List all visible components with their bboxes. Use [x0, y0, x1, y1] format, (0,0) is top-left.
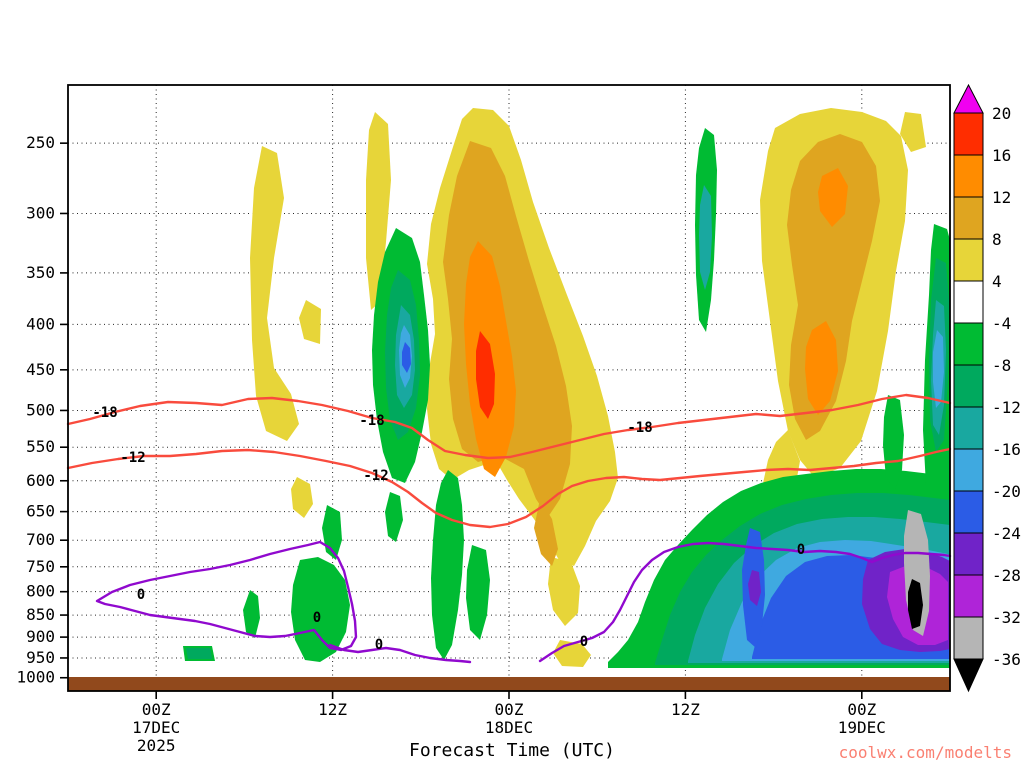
colorbar-tick-label: -28 [992, 566, 1021, 585]
time-tick-label: 12Z [318, 700, 347, 719]
contour-label: 0 [797, 542, 805, 558]
shaded-region-n4_8 [291, 557, 350, 662]
colorbar-tick-label: -12 [992, 398, 1021, 417]
time-tick-label: 2025 [137, 736, 176, 755]
contour-freezing-level-right [538, 541, 952, 663]
shaded-region-n4_8 [431, 470, 464, 660]
shaded-region-n4_8 [883, 395, 904, 489]
pressure-tick-label: 250 [26, 133, 55, 152]
pressure-tick-label: 500 [26, 400, 55, 419]
shaded-region-lt36 [908, 579, 923, 629]
pressure-tick-label: 1000 [16, 668, 55, 687]
colorbar-segment [953, 616, 984, 660]
colorbar-tick-label: -20 [992, 482, 1021, 501]
time-tick-label: 17DEC [132, 718, 180, 737]
contour-label: 0 [580, 634, 588, 650]
colorbar-segment [953, 238, 984, 282]
contour-label: -18 [92, 405, 117, 421]
colorbar-segment [953, 364, 984, 408]
shaded-region-n12_16 [699, 185, 712, 290]
time-tick-label: 12Z [671, 700, 700, 719]
pressure-tick-label: 350 [26, 263, 55, 282]
contour-dendritic-minus12 [66, 447, 952, 529]
pressure-tick-label: 300 [26, 203, 55, 222]
contour-freezing-level-left [95, 540, 358, 652]
pressure-tick-label: 900 [26, 627, 55, 646]
shaded-region-p16_20 [476, 331, 495, 419]
contour-label: 0 [137, 587, 145, 603]
colorbar-tick-label: 12 [992, 188, 1011, 207]
colorbar-tick-label: 8 [992, 230, 1002, 249]
colorbar-arrow-bottom [953, 658, 984, 693]
contour-freezing-level-lower [328, 643, 472, 664]
shaded-region-p4_8 [291, 477, 313, 518]
colorbar-tick-label: -16 [992, 440, 1021, 459]
pressure-tick-label: 400 [26, 314, 55, 333]
colorbar-segment [953, 490, 984, 534]
contour-label: -12 [363, 468, 388, 484]
colorbar-segment [953, 196, 984, 240]
colorbar-tick-label: -24 [992, 524, 1021, 543]
shaded-region-p4_8 [299, 300, 321, 344]
shaded-region-n8_12 [186, 648, 212, 659]
x-axis-title: Forecast Time (UTC) [409, 740, 615, 761]
pressure-tick-label: 650 [26, 502, 55, 521]
colorbar-tick-label: 20 [992, 104, 1011, 123]
pressure-tick-label: 800 [26, 582, 55, 601]
terrain [68, 677, 950, 691]
pressure-tick-label: 450 [26, 360, 55, 379]
pressure-tick-label: 750 [26, 557, 55, 576]
colorbar-tick-label: 16 [992, 146, 1011, 165]
shaded-region-p4_8 [548, 557, 580, 626]
colorbar-tick-label: 4 [992, 272, 1002, 291]
contour-label: 0 [375, 637, 383, 653]
shaded-region-n24_28 [748, 570, 761, 606]
pressure-tick-label: 550 [26, 437, 55, 456]
time-tick-label: 00Z [847, 700, 876, 719]
colorbar-tick-label: -4 [992, 314, 1011, 333]
shaded-region-p4_8 [366, 112, 391, 310]
shaded-region-n16_20 [933, 330, 944, 408]
contour-dendritic-minus18 [66, 393, 952, 460]
shaded-region-n20_24 [402, 342, 411, 373]
watermark: coolwx.com/modelts [838, 743, 1012, 762]
shaded-region-p12_16 [805, 321, 838, 415]
time-tick-label: 00Z [142, 700, 171, 719]
colorbar-segment [953, 112, 984, 156]
contour-label: -18 [627, 420, 652, 436]
pressure-tick-label: 950 [26, 648, 55, 667]
time-tick-label: 00Z [495, 700, 524, 719]
colorbar-segment [953, 448, 984, 492]
colorbar-tick-label: -36 [992, 650, 1021, 669]
plot-frame [67, 84, 951, 692]
colorbar-segment [953, 406, 984, 450]
shaded-region-p12_16 [818, 168, 848, 227]
shaded-region-p4_8 [250, 146, 299, 441]
shaded-region-p8_12 [534, 499, 558, 566]
colorbar-tick-label: -32 [992, 608, 1021, 627]
colorbar-segment [953, 154, 984, 198]
contour-label: 0 [313, 610, 321, 626]
shaded-region-n4_8 [385, 492, 403, 542]
time-tick-label: 18DEC [485, 718, 533, 737]
colorbar-segment [953, 532, 984, 576]
pressure-tick-label: 700 [26, 530, 55, 549]
pressure-tick-label: 600 [26, 471, 55, 490]
colorbar-segment [953, 574, 984, 618]
time-tick-label: 19DEC [838, 718, 886, 737]
colorbar-segment [953, 322, 984, 366]
shaded-region-n4_8 [243, 590, 260, 638]
colorbar-tick-label: -8 [992, 356, 1011, 375]
colorbar-segment [953, 280, 984, 324]
contour-label: -12 [120, 450, 145, 466]
contour-label: -18 [359, 413, 384, 429]
pressure-tick-label: 850 [26, 605, 55, 624]
shaded-region-n4_8 [466, 545, 490, 640]
shaded-region-p4_8 [900, 112, 926, 152]
